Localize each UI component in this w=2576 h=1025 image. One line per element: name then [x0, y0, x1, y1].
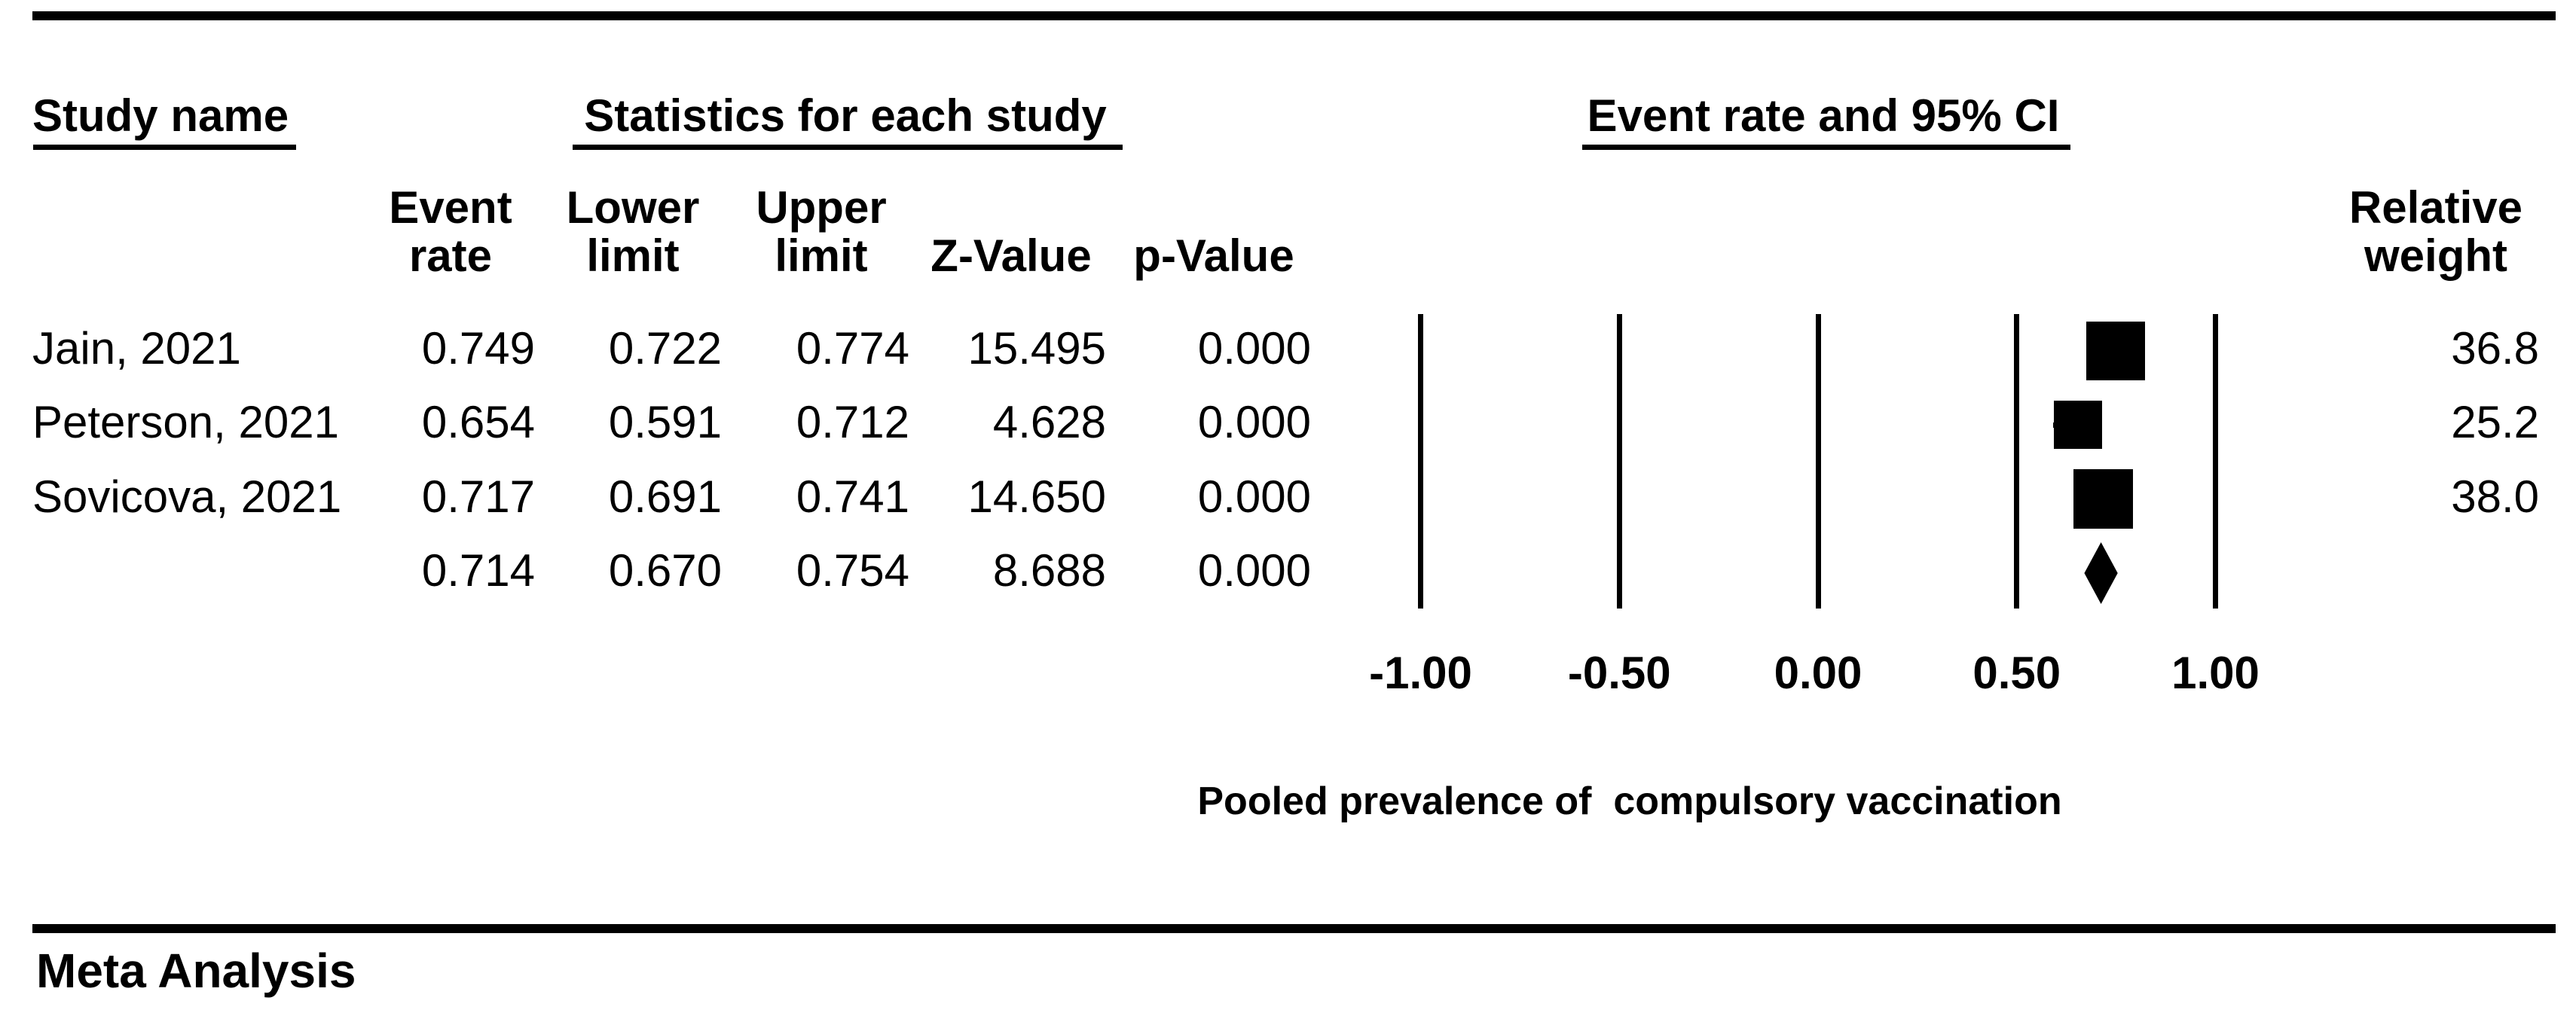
- stat-value-lower: 0.591: [608, 397, 722, 447]
- column-header-relative-weight: Relative weight: [2348, 182, 2523, 281]
- pooled-value-p: 0.000: [1197, 545, 1311, 596]
- statistics-underline: [573, 145, 1123, 150]
- axis-tick-label: 0.50: [1972, 648, 2061, 698]
- plot-gridline: [1815, 314, 1821, 609]
- stat-value-z: 14.650: [967, 471, 1106, 522]
- stat-value-lower: 0.722: [608, 323, 722, 374]
- relative-weight-value: 25.2: [2451, 397, 2539, 447]
- stat-value-upper: 0.774: [796, 323, 909, 374]
- column-header-event-rate: Event rate: [389, 182, 512, 281]
- plot-header: Event rate and 95% CI: [1587, 90, 2060, 141]
- plot-header-underline: [1582, 145, 2070, 150]
- pooled-diamond: [2084, 541, 2118, 604]
- study-name-header: Study name: [32, 90, 289, 141]
- study-name: Sovicova, 2021: [32, 471, 342, 522]
- plot-gridline: [1616, 314, 1622, 609]
- stat-value-upper: 0.741: [796, 471, 909, 522]
- forest-square: [2073, 469, 2133, 529]
- forest-square: [2086, 322, 2145, 380]
- study-name: Peterson, 2021: [32, 397, 339, 447]
- pooled-value-lower: 0.670: [608, 545, 722, 596]
- axis-tick-label: 1.00: [2171, 648, 2260, 698]
- top-rule: [32, 11, 2556, 20]
- stat-value-p: 0.000: [1197, 323, 1311, 374]
- forest-square: [2053, 401, 2103, 450]
- pooled-value-upper: 0.754: [796, 545, 909, 596]
- bottom-rule: [32, 924, 2556, 933]
- stat-value-p: 0.000: [1197, 471, 1311, 522]
- stat-value-event_rate: 0.717: [421, 471, 535, 522]
- column-header-p-value: p-Value: [1133, 230, 1294, 281]
- meta-analysis-footer: Meta Analysis: [36, 944, 356, 998]
- plot-gridline: [1418, 314, 1423, 609]
- relative-weight-value: 38.0: [2451, 471, 2539, 522]
- column-header-z-value: Z-Value: [930, 230, 1092, 281]
- x-axis-title: Pooled prevalence of compulsory vaccinat…: [1197, 779, 2062, 823]
- pooled-value-z: 8.688: [992, 545, 1106, 596]
- stat-value-event_rate: 0.749: [421, 323, 535, 374]
- stat-value-z: 15.495: [967, 323, 1106, 374]
- stat-value-p: 0.000: [1197, 397, 1311, 447]
- study-name-underline: [33, 145, 296, 150]
- relative-weight-value: 36.8: [2451, 323, 2539, 374]
- stat-value-event_rate: 0.654: [421, 397, 535, 447]
- statistics-header: Statistics for each study: [584, 90, 1107, 141]
- axis-tick-label: -1.00: [1369, 648, 1472, 698]
- column-header-upper-limit: Upper limit: [756, 182, 887, 281]
- plot-gridline: [2014, 314, 2020, 609]
- plot-gridline: [2213, 314, 2218, 609]
- axis-tick-label: -0.50: [1567, 648, 1671, 698]
- pooled-value-event_rate: 0.714: [421, 545, 535, 596]
- column-header-lower-limit: Lower limit: [566, 182, 700, 281]
- stat-value-upper: 0.712: [796, 397, 909, 447]
- stat-value-z: 4.628: [992, 397, 1106, 447]
- study-name: Jain, 2021: [32, 323, 241, 374]
- axis-tick-label: 0.00: [1774, 648, 1862, 698]
- stat-value-lower: 0.691: [608, 471, 722, 522]
